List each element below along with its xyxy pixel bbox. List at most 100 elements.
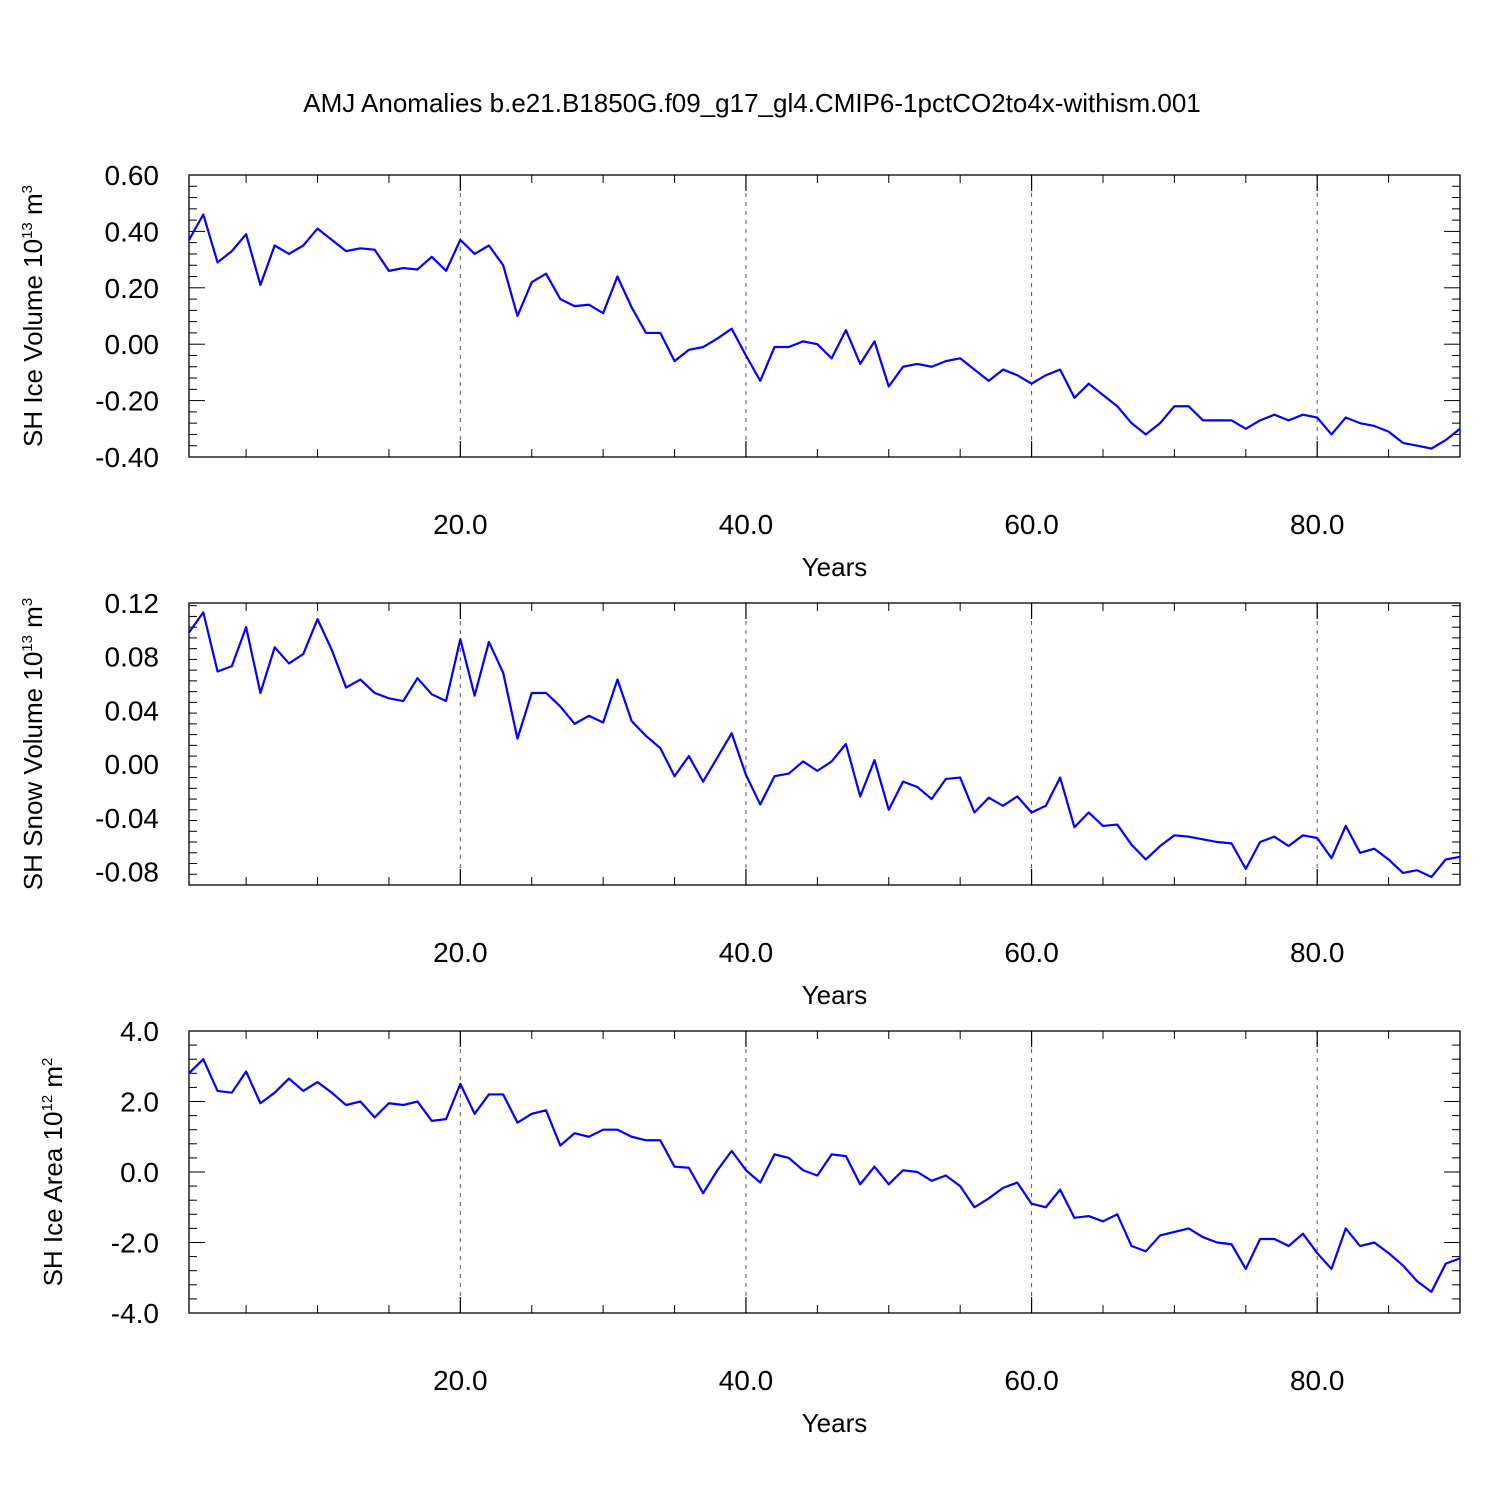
data-point bbox=[1102, 1220, 1104, 1223]
y-tick-label: 0.12 bbox=[105, 588, 160, 619]
data-point bbox=[273, 244, 276, 247]
y-tick-label: -0.40 bbox=[95, 442, 159, 473]
data-point bbox=[259, 284, 262, 286]
data-point bbox=[530, 692, 533, 694]
data-point bbox=[1387, 858, 1390, 861]
data-point bbox=[359, 247, 362, 250]
data-point bbox=[402, 267, 405, 269]
data-point bbox=[202, 611, 205, 614]
x-tick-label: 60.0 bbox=[1004, 937, 1059, 968]
data-point bbox=[659, 332, 662, 334]
data-point bbox=[1444, 858, 1447, 861]
data-point bbox=[873, 759, 876, 761]
data-point bbox=[773, 775, 776, 778]
data-point bbox=[1416, 444, 1418, 447]
data-point bbox=[245, 626, 247, 628]
data-point bbox=[973, 368, 976, 371]
x-tick-label: 40.0 bbox=[719, 937, 774, 968]
data-point bbox=[1187, 1227, 1190, 1230]
data-point bbox=[1045, 374, 1047, 377]
data-point bbox=[1387, 430, 1390, 433]
x-tick-label: 60.0 bbox=[1004, 509, 1059, 540]
data-point bbox=[702, 1192, 704, 1194]
data-point bbox=[959, 776, 961, 779]
data-point bbox=[1330, 1268, 1333, 1270]
y-tick-label: 0.20 bbox=[105, 273, 160, 304]
data-point bbox=[616, 1128, 619, 1131]
data-point bbox=[659, 747, 662, 749]
data-point bbox=[331, 1091, 333, 1094]
data-point bbox=[402, 700, 405, 702]
data-point bbox=[231, 250, 233, 252]
panel-1: 20.0 40.0 60.0 80.0 -0.40 -0.20 0.00 0.20 0.40 0.… bbox=[18, 160, 1461, 582]
y-tick-label: 0.60 bbox=[105, 160, 160, 191]
data-point bbox=[816, 1174, 819, 1177]
data-point bbox=[559, 705, 562, 708]
data-point bbox=[502, 672, 504, 674]
data-point bbox=[959, 1185, 961, 1187]
data-point bbox=[930, 365, 933, 368]
data-point bbox=[1202, 1236, 1204, 1239]
data-point bbox=[1244, 868, 1247, 870]
data-point bbox=[730, 732, 733, 735]
data-point bbox=[502, 1093, 504, 1096]
data-point bbox=[1344, 825, 1347, 827]
data-point bbox=[1316, 1252, 1318, 1254]
data-point bbox=[859, 795, 862, 798]
data-point bbox=[673, 775, 676, 778]
data-point bbox=[1087, 1215, 1090, 1217]
data-point bbox=[1116, 823, 1119, 826]
data-point bbox=[773, 346, 776, 348]
x-tick-label: 20.0 bbox=[433, 509, 488, 540]
data-point bbox=[373, 692, 376, 694]
y-tick-label: 0.40 bbox=[105, 216, 160, 247]
y-tick-label: 4.0 bbox=[120, 1016, 159, 1047]
y-axis-label: SH Snow Volume 1013 m3 bbox=[18, 598, 48, 890]
data-point bbox=[273, 1091, 276, 1094]
data-point bbox=[759, 380, 762, 382]
data-point bbox=[1230, 419, 1233, 422]
data-point bbox=[930, 798, 933, 800]
data-point bbox=[231, 1091, 233, 1094]
data-point bbox=[1416, 1280, 1418, 1283]
data-point bbox=[245, 233, 247, 236]
data-point bbox=[987, 796, 990, 799]
data-point bbox=[473, 1113, 476, 1115]
data-point bbox=[373, 248, 376, 251]
data-point bbox=[459, 638, 462, 641]
data-point bbox=[630, 1135, 633, 1138]
data-point bbox=[445, 1118, 447, 1120]
data-point bbox=[1073, 396, 1076, 399]
data-point bbox=[1016, 795, 1019, 798]
y-tick-label: 0.00 bbox=[105, 749, 160, 780]
data-point bbox=[573, 723, 576, 725]
data-point bbox=[588, 303, 590, 306]
data-point bbox=[945, 1174, 947, 1177]
data-point bbox=[430, 1120, 433, 1122]
data-point bbox=[945, 360, 947, 362]
data-point bbox=[1073, 826, 1076, 829]
data-point bbox=[1016, 1181, 1019, 1184]
data-point bbox=[188, 631, 190, 634]
y-tick-label: -0.04 bbox=[95, 803, 159, 834]
x-axis-label: Years bbox=[802, 1408, 868, 1438]
data-point bbox=[488, 641, 490, 643]
data-point bbox=[559, 298, 562, 300]
data-point bbox=[588, 1135, 590, 1138]
panels: 20.0 40.0 60.0 80.0 -0.40 -0.20 0.00 0.20 0.40 0.… bbox=[18, 160, 1461, 1438]
data-point bbox=[1216, 1241, 1219, 1244]
data-point bbox=[759, 803, 762, 806]
data-point bbox=[673, 1165, 676, 1168]
data-point bbox=[688, 349, 690, 351]
data-point bbox=[1087, 811, 1090, 814]
data-point bbox=[316, 227, 319, 230]
chart-title: AMJ Anomalies b.e21.B1850G.f09_g17_gl4.C… bbox=[303, 88, 1200, 118]
data-point bbox=[1444, 1262, 1447, 1265]
data-point bbox=[1030, 811, 1033, 814]
data-point bbox=[1216, 841, 1219, 843]
data-point bbox=[716, 756, 719, 759]
data-point bbox=[302, 244, 305, 247]
data-point bbox=[716, 1169, 719, 1172]
data-point bbox=[759, 1181, 762, 1184]
data-point bbox=[1002, 804, 1004, 807]
